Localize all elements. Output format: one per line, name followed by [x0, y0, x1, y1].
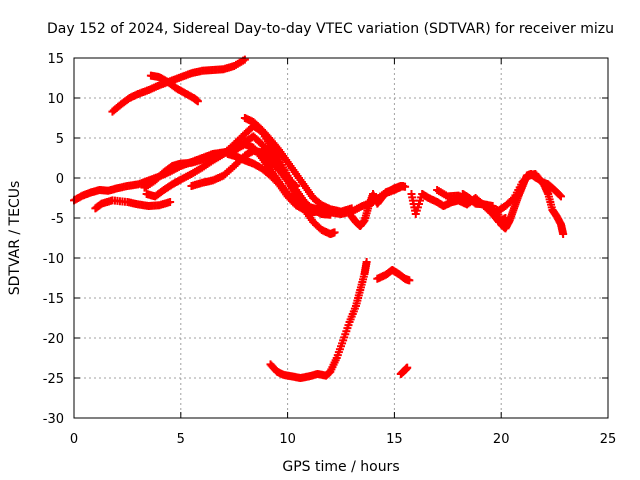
- data-point: [362, 258, 371, 266]
- y-tick-label: 15: [47, 52, 64, 67]
- data-point: [555, 191, 564, 200]
- data-point: [403, 363, 412, 372]
- series-arc-h: [108, 55, 249, 116]
- series-arc-b: [91, 196, 175, 213]
- y-tick-label: 5: [56, 132, 64, 147]
- y-tick-label: -5: [51, 212, 64, 227]
- series-arc-o: [266, 258, 371, 382]
- series-arc-n: [458, 190, 497, 210]
- series-arc-g: [240, 114, 356, 216]
- y-tick-label: -25: [43, 372, 64, 387]
- y-axis-label: SDTVAR / TECUs: [7, 181, 23, 296]
- series-arc-m: [492, 170, 568, 238]
- series-arc-i: [146, 71, 202, 106]
- series-arc-e: [187, 146, 339, 238]
- data-point: [488, 202, 497, 210]
- y-tick-label: 10: [47, 92, 64, 107]
- data-point: [330, 228, 339, 237]
- series-arc-j: [347, 182, 410, 230]
- x-tick-label: 15: [386, 432, 403, 447]
- data-point: [559, 230, 568, 238]
- x-tick-label: 0: [70, 432, 78, 447]
- plot-frame: [73, 57, 609, 419]
- data-point: [347, 204, 356, 213]
- data-point: [405, 276, 414, 285]
- y-tick-label: -30: [43, 412, 64, 427]
- data-point: [240, 55, 249, 64]
- axis-ticks: 0 5 10 15 20 25 15 10 5 0 -5 -10 -15 -20 -25 -30: [43, 52, 617, 447]
- y-tick-label: -15: [43, 292, 64, 307]
- series-arc-p: [373, 266, 414, 285]
- series-arc-f: [223, 150, 326, 217]
- data-point: [401, 182, 410, 191]
- y-tick-label: -10: [43, 252, 64, 267]
- data-point: [166, 198, 175, 206]
- series-arc-q: [396, 363, 412, 378]
- x-tick-label: 10: [279, 432, 296, 447]
- data-point: [193, 97, 202, 106]
- chart-title: Day 152 of 2024, Sidereal Day-to-day VTE…: [47, 21, 614, 37]
- x-axis-label: GPS time / hours: [282, 459, 399, 475]
- x-tick-label: 20: [493, 432, 510, 447]
- x-tick-label: 5: [177, 432, 185, 447]
- y-tick-label: 0: [56, 172, 64, 187]
- data-point: [557, 192, 566, 201]
- data-points: [70, 55, 568, 382]
- y-tick-label: -20: [43, 332, 64, 347]
- x-tick-label: 25: [600, 432, 617, 447]
